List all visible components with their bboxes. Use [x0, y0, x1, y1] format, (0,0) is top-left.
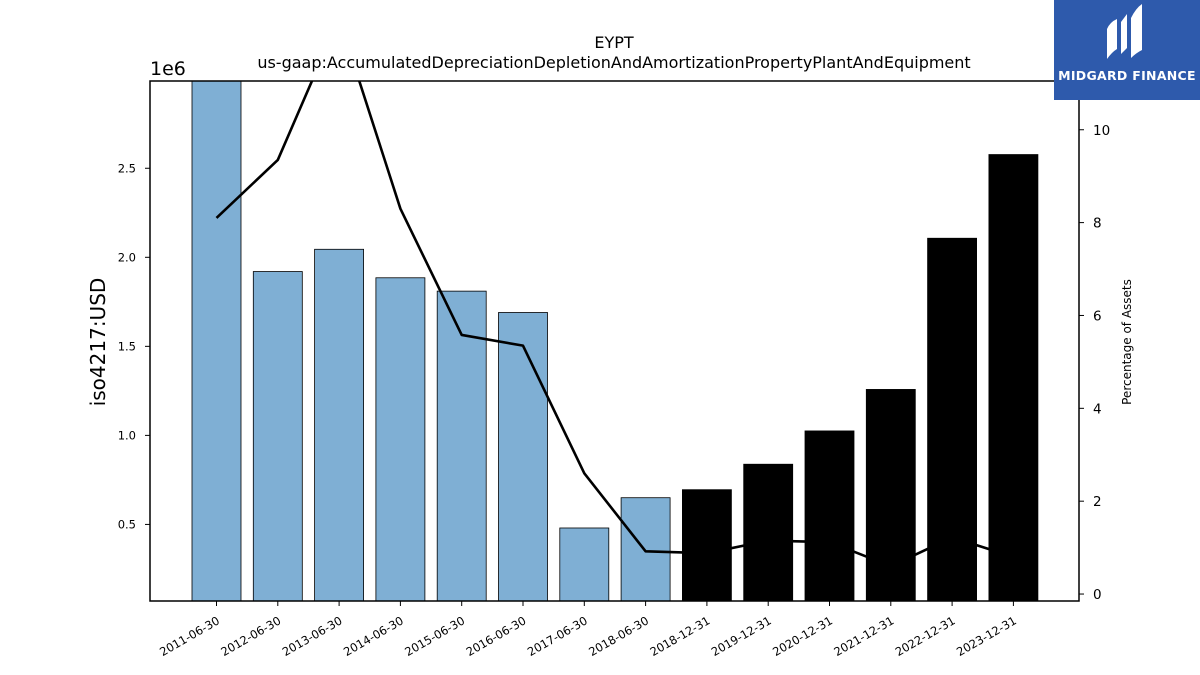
x-tick-label-2016-06-30: 2016-06-30: [464, 613, 529, 659]
x-tick-label-2019-12-31: 2019-12-31: [709, 613, 774, 659]
bar-2014-06-30: [375, 277, 426, 602]
y-offset-label: 1e6: [150, 58, 186, 80]
percentage-of-assets-line: [215, 81, 1014, 568]
y2-axis-label: Percentage of Assets: [1120, 279, 1134, 405]
bar-2011-06-30: [191, 80, 242, 602]
bar-2013-06-30: [314, 248, 365, 602]
y-tick-label-3: 2.0: [118, 250, 136, 264]
bar-2023-12-31: [988, 154, 1039, 602]
x-tick-label-2014-06-30: 2014-06-30: [341, 613, 406, 659]
chart-title-line2: us-gaap:AccumulatedDepreciationDepletion…: [257, 53, 970, 72]
x-tick-label-2020-12-31: 2020-12-31: [770, 613, 835, 659]
y2-tick-label-5: 10: [1093, 123, 1110, 139]
bar-2021-12-31: [865, 389, 916, 602]
bar-2020-12-31: [804, 430, 855, 602]
bar-2015-06-30: [436, 290, 487, 602]
bar-2017-06-30: [559, 527, 610, 602]
bar-2022-12-31: [927, 237, 977, 602]
x-tick-label-2018-12-31: 2018-12-31: [648, 613, 713, 659]
y2-tick-label-2: 4: [1093, 401, 1102, 417]
x-tick-label-2017-06-30: 2017-06-30: [525, 613, 590, 659]
x-tick-label-2012-06-30: 2012-06-30: [218, 613, 283, 659]
y-axis-label: iso4217:USD: [86, 278, 110, 407]
x-tick-label-2021-12-31: 2021-12-31: [831, 613, 896, 659]
y-tick-label-1: 1.0: [118, 428, 136, 442]
x-tick-label-2023-12-31: 2023-12-31: [954, 613, 1019, 659]
bar-2019-12-31: [743, 463, 794, 602]
x-tick-label-2015-06-30: 2015-06-30: [402, 613, 467, 659]
bar-2018-12-31: [682, 489, 732, 602]
plot-area: 2011-06-302012-06-302013-06-302014-06-30…: [118, 80, 1110, 659]
chart-title-line1: EYPT: [594, 33, 634, 52]
bar-2012-06-30: [252, 271, 303, 602]
y-tick-label-0: 0.5: [118, 517, 136, 531]
bar-2016-06-30: [498, 312, 548, 602]
y2-tick-label-0: 0: [1093, 587, 1102, 603]
y-tick-label-4: 2.5: [118, 161, 136, 175]
logo-text: MIDGARD FINANCE: [1058, 68, 1196, 83]
midgard-finance-logo: MIDGARD FINANCE: [1054, 0, 1200, 100]
x-tick-label-2018-06-30: 2018-06-30: [586, 613, 651, 659]
y2-tick-label-1: 2: [1093, 494, 1102, 510]
y2-tick-label-4: 8: [1093, 216, 1102, 232]
x-tick-label-2011-06-30: 2011-06-30: [157, 613, 222, 659]
y2-tick-label-3: 6: [1093, 308, 1102, 324]
plot-frame: [149, 80, 1080, 602]
x-tick-label-2022-12-31: 2022-12-31: [893, 613, 958, 659]
x-tick-label-2013-06-30: 2013-06-30: [280, 613, 345, 659]
y-tick-label-2: 1.5: [118, 339, 136, 353]
midgard-logo-icon: [1107, 4, 1142, 59]
